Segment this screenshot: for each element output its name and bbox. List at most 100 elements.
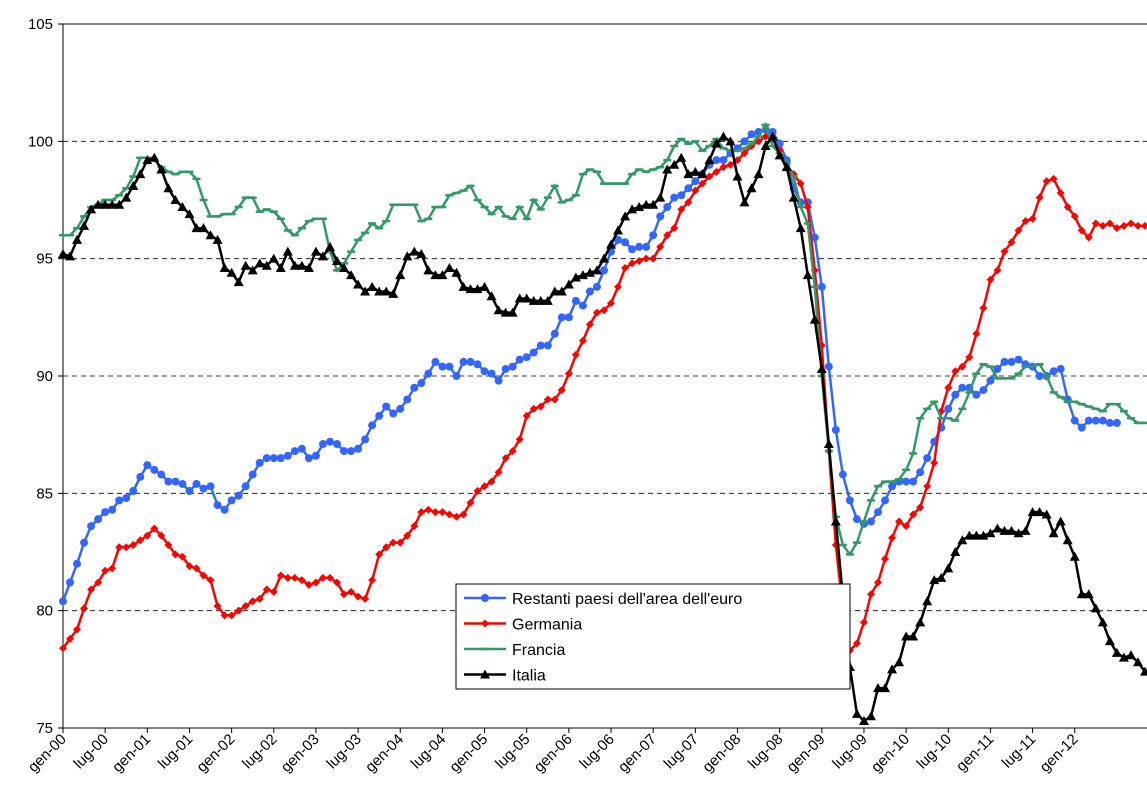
marker bbox=[803, 203, 812, 212]
marker bbox=[621, 238, 630, 247]
marker bbox=[1034, 507, 1045, 517]
marker bbox=[985, 528, 996, 538]
marker bbox=[80, 538, 89, 547]
marker bbox=[171, 550, 180, 559]
marker bbox=[367, 281, 378, 291]
marker bbox=[577, 270, 588, 280]
marker bbox=[881, 496, 890, 505]
marker bbox=[409, 246, 420, 256]
marker bbox=[501, 454, 510, 463]
marker bbox=[831, 425, 840, 434]
marker bbox=[691, 177, 700, 186]
marker bbox=[199, 571, 208, 580]
marker bbox=[318, 573, 327, 582]
marker bbox=[59, 597, 67, 606]
marker bbox=[240, 260, 251, 270]
marker bbox=[874, 508, 883, 517]
marker bbox=[136, 536, 145, 545]
legend-label: Francia bbox=[512, 642, 565, 659]
marker bbox=[241, 482, 250, 491]
marker bbox=[621, 264, 630, 273]
marker bbox=[360, 286, 371, 296]
marker bbox=[859, 618, 868, 627]
marker bbox=[1133, 221, 1142, 230]
marker bbox=[971, 530, 982, 540]
marker bbox=[936, 572, 947, 582]
marker bbox=[858, 715, 869, 725]
marker bbox=[564, 313, 573, 322]
marker bbox=[297, 444, 306, 453]
marker bbox=[472, 284, 483, 294]
marker bbox=[634, 202, 645, 212]
marker bbox=[571, 296, 580, 305]
marker bbox=[542, 295, 553, 305]
marker bbox=[592, 282, 601, 291]
marker bbox=[163, 183, 174, 193]
marker bbox=[1035, 372, 1044, 380]
legend-label: Germania bbox=[512, 617, 582, 634]
marker bbox=[888, 482, 897, 491]
marker bbox=[303, 263, 314, 273]
marker bbox=[916, 503, 925, 512]
marker bbox=[845, 496, 854, 505]
marker bbox=[1111, 647, 1122, 657]
marker bbox=[1097, 617, 1108, 627]
marker bbox=[732, 171, 743, 181]
x-tick-label: lug-00 bbox=[70, 731, 112, 773]
marker bbox=[944, 383, 953, 392]
y-tick-label: 95 bbox=[36, 251, 53, 268]
marker bbox=[881, 555, 890, 564]
marker bbox=[333, 440, 342, 449]
marker bbox=[226, 267, 237, 277]
marker bbox=[550, 329, 559, 338]
marker bbox=[290, 573, 299, 582]
marker bbox=[556, 286, 567, 296]
marker bbox=[1112, 224, 1121, 233]
marker bbox=[613, 225, 624, 235]
y-tick-label: 105 bbox=[28, 16, 53, 33]
series bbox=[59, 125, 1121, 606]
marker bbox=[1014, 226, 1023, 235]
x-tick-label: lug-05 bbox=[492, 731, 534, 773]
marker bbox=[157, 470, 166, 479]
marker bbox=[992, 523, 1003, 533]
marker bbox=[184, 209, 195, 219]
marker bbox=[725, 136, 736, 146]
marker bbox=[677, 191, 686, 200]
marker bbox=[894, 657, 905, 667]
marker bbox=[402, 251, 413, 261]
marker bbox=[269, 454, 278, 463]
marker bbox=[206, 576, 215, 585]
marker bbox=[719, 163, 728, 172]
marker bbox=[1119, 221, 1128, 230]
marker bbox=[549, 286, 560, 296]
marker bbox=[514, 293, 525, 303]
marker bbox=[157, 531, 166, 540]
marker bbox=[1070, 416, 1079, 425]
marker bbox=[445, 510, 454, 519]
marker bbox=[739, 197, 750, 207]
x-tick-label: gen-06 bbox=[531, 731, 576, 776]
marker bbox=[213, 601, 222, 610]
marker bbox=[873, 683, 884, 693]
marker bbox=[600, 266, 608, 275]
marker bbox=[972, 329, 981, 338]
marker bbox=[1000, 357, 1009, 366]
marker bbox=[269, 587, 278, 596]
marker bbox=[389, 538, 398, 547]
marker bbox=[403, 531, 412, 540]
marker bbox=[66, 634, 75, 643]
marker bbox=[979, 386, 988, 395]
marker bbox=[311, 578, 320, 587]
marker bbox=[1063, 203, 1072, 212]
marker bbox=[487, 369, 496, 378]
marker bbox=[774, 150, 785, 160]
marker bbox=[1140, 666, 1147, 676]
marker bbox=[1062, 535, 1073, 545]
marker bbox=[368, 421, 377, 430]
marker bbox=[149, 152, 160, 162]
marker bbox=[788, 192, 799, 202]
marker bbox=[375, 411, 384, 420]
marker bbox=[507, 307, 518, 317]
